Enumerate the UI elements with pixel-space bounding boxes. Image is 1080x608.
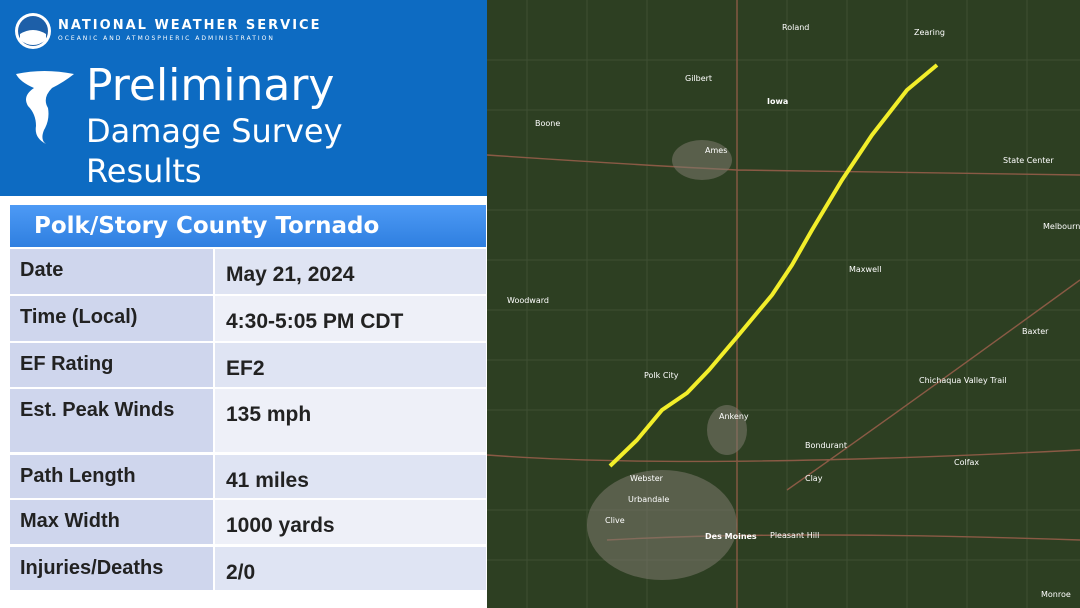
place-label: State Center	[1003, 156, 1054, 165]
title-line: Preliminary	[86, 60, 335, 111]
header: NATIONAL WEATHER SERVICE OCEANIC AND ATM…	[0, 0, 487, 196]
place-label: Urbandale	[628, 495, 669, 504]
value-cell: 2/0	[215, 547, 486, 590]
place-label: Pleasant Hill	[770, 531, 819, 540]
label-cell: Max Width	[10, 500, 213, 544]
table-title: Polk/Story County Tornado	[10, 205, 486, 247]
value-cell: 4:30-5:05 PM CDT	[215, 296, 486, 341]
value-cell: 135 mph	[215, 389, 486, 452]
place-label: Des Moines	[705, 532, 757, 541]
value-cell: May 21, 2024	[215, 249, 486, 294]
place-label: Clay	[805, 474, 823, 483]
place-label: Webster	[630, 474, 664, 483]
label-cell: EF Rating	[10, 343, 213, 387]
place-label: Zearing	[914, 28, 945, 37]
place-label: Baxter	[1022, 327, 1049, 336]
title-line: Damage Survey	[86, 112, 343, 150]
agency: NATIONAL WEATHER SERVICE	[58, 18, 322, 33]
label-cell: Injuries/Deaths	[10, 547, 213, 590]
place-labels: Roland Zearing Gilbert Iowa Boone Ames State C…	[507, 23, 1080, 599]
label-cell: Est. Peak Winds	[10, 389, 213, 452]
place-label: Chichaqua Valley Trail	[919, 376, 1007, 385]
place-label: Bondurant	[805, 441, 847, 450]
place-label: Iowa	[767, 97, 788, 106]
roads	[487, 0, 1080, 608]
label-cell: Date	[10, 249, 213, 294]
agency-sub: OCEANIC AND ATMOSPHERIC ADMINISTRATION	[58, 35, 275, 42]
place-label: Gilbert	[685, 74, 712, 83]
place-label: Ankeny	[719, 412, 749, 421]
place-label: Maxwell	[849, 265, 881, 274]
tornado-icon	[16, 71, 74, 144]
place-label: Boone	[535, 119, 560, 128]
map-background	[487, 0, 1080, 608]
highways	[487, 0, 1080, 608]
value-cell: EF2	[215, 343, 486, 387]
place-label: Ames	[705, 146, 727, 155]
place-label: Monroe	[1041, 590, 1071, 599]
place-label: Clive	[605, 516, 625, 525]
value-cell: 1000 yards	[215, 500, 486, 544]
noaa-logo	[15, 13, 51, 49]
title-line: Results	[86, 152, 202, 190]
place-label: Roland	[782, 23, 809, 32]
label-cell: Time (Local)	[10, 296, 213, 341]
value-cell: 41 miles	[215, 455, 486, 498]
urban	[587, 140, 747, 580]
tornado-track	[608, 63, 939, 468]
place-label: Woodward	[507, 296, 549, 305]
place-label: Colfax	[954, 458, 979, 467]
place-label: Melbourne	[1043, 222, 1080, 231]
label-cell: Path Length	[10, 455, 213, 498]
place-label: Polk City	[644, 371, 679, 380]
map: Roland Zearing Gilbert Iowa Boone Ames State C…	[487, 0, 1080, 608]
